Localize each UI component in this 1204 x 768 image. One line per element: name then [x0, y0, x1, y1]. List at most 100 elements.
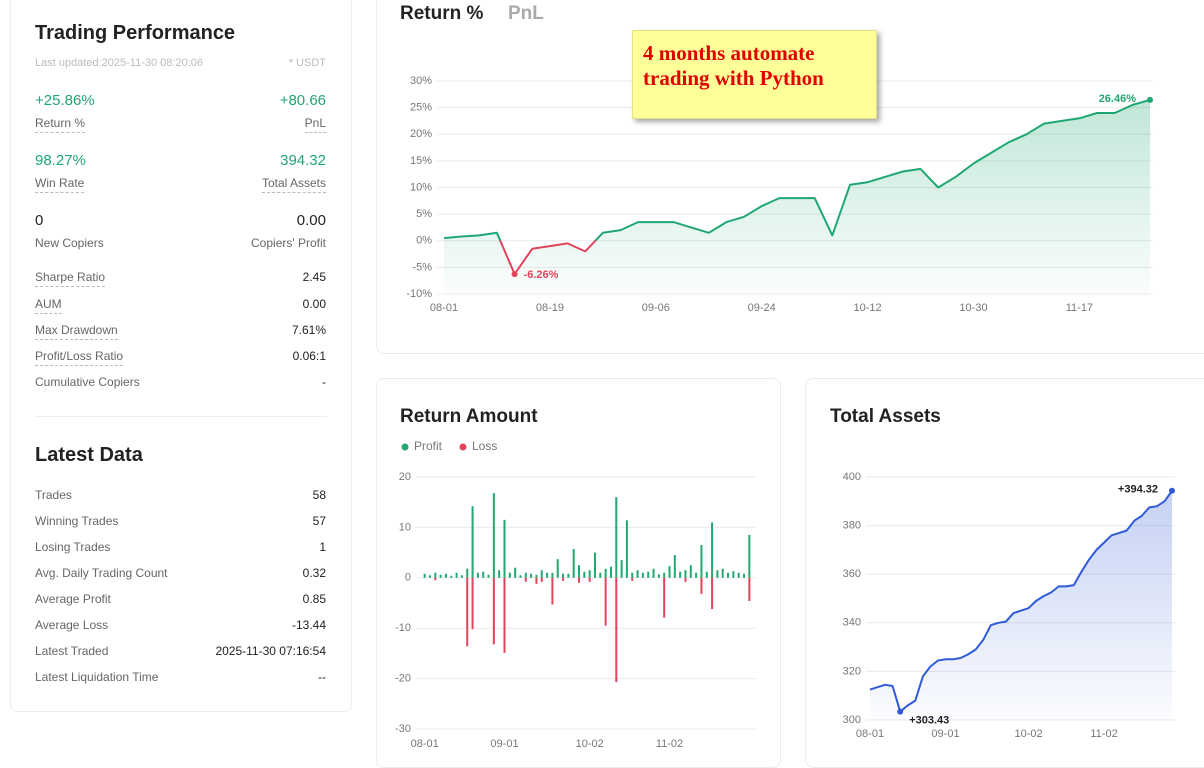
bar — [588, 577, 591, 582]
y-tick-label: 5% — [416, 208, 432, 220]
label-text: Max Drawdown — [35, 322, 118, 340]
bar — [572, 549, 575, 578]
x-tick-label: 08-01 — [856, 728, 884, 740]
point — [897, 708, 904, 715]
bar — [492, 493, 495, 578]
bar — [466, 568, 469, 578]
stat-label: Copiers' Profit — [251, 236, 326, 251]
bar — [482, 571, 485, 578]
line — [869, 490, 1173, 713]
bar — [535, 577, 538, 584]
metric-label: AUM — [35, 296, 62, 314]
bar — [625, 520, 628, 578]
performance-card — [10, 0, 352, 712]
bar — [679, 571, 682, 578]
label-text: Win Rate — [35, 176, 85, 194]
y-tick-label: 380 — [843, 520, 861, 532]
y-tick-label: 25% — [410, 102, 432, 114]
data-label: Latest Traded — [35, 644, 109, 659]
divider — [35, 416, 327, 417]
y-tick-label: 320 — [843, 665, 861, 677]
area — [444, 99, 1150, 295]
metric-label: Sharpe Ratio — [35, 270, 106, 288]
x-tick-label: 09-24 — [748, 302, 776, 314]
x-tick-label: 11-02 — [656, 738, 683, 750]
y-tick-label: -5% — [412, 261, 432, 273]
bar — [631, 572, 634, 578]
bar — [641, 572, 644, 578]
value-label: +303.43 — [909, 715, 949, 727]
currency: * USDT — [288, 56, 326, 69]
data-value: 2025-11-30 07:16:54 — [215, 644, 326, 659]
x-tick-label: 08-19 — [536, 302, 564, 314]
note-line: trading with Python — [643, 66, 824, 90]
bar — [620, 560, 623, 578]
bar — [551, 572, 554, 578]
bar — [647, 571, 650, 578]
bar — [578, 565, 581, 578]
bar — [748, 534, 751, 578]
bar — [663, 577, 666, 618]
bar — [631, 577, 634, 581]
data-value: 1 — [319, 540, 326, 555]
metric-label: Max Drawdown — [35, 322, 118, 340]
bar — [476, 572, 479, 578]
bar — [727, 572, 730, 578]
bar — [439, 574, 442, 578]
bar — [615, 497, 618, 578]
bar — [471, 506, 474, 578]
label-text: Return % — [35, 116, 86, 134]
y-tick-label: 340 — [843, 617, 861, 629]
data-value: -13.44 — [291, 618, 326, 633]
bar — [604, 568, 607, 578]
bar — [636, 570, 639, 578]
bar — [721, 568, 724, 578]
tab[interactable]: Return % — [400, 3, 484, 24]
bar — [578, 577, 581, 583]
x-tick-label: 09-06 — [642, 302, 670, 314]
data-value: 0.32 — [302, 566, 326, 581]
label-text: Sharpe Ratio — [35, 270, 106, 288]
bar — [700, 545, 703, 578]
data-label: Latest Liquidation Time — [35, 670, 159, 685]
metric-value: 2.45 — [302, 270, 326, 285]
data-value: 57 — [312, 514, 326, 529]
x-tick-label: 08-01 — [430, 302, 458, 314]
bar — [434, 572, 437, 578]
label-text: Profit/Loss Ratio — [35, 349, 124, 366]
metric-value: - — [322, 375, 326, 390]
bar — [450, 575, 453, 578]
y-tick-label: 360 — [843, 568, 861, 580]
tab[interactable]: PnL — [508, 3, 544, 24]
bar — [556, 559, 559, 578]
bar — [487, 574, 490, 578]
bar — [466, 577, 469, 647]
bar — [567, 573, 570, 578]
bar — [503, 577, 506, 653]
data-label: Losing Trades — [35, 540, 111, 555]
bar — [492, 577, 495, 645]
y-tick-label: -30 — [395, 723, 411, 735]
bar — [514, 567, 517, 578]
bar — [689, 565, 692, 578]
y-tick-label: 20% — [410, 128, 432, 140]
point — [1147, 96, 1153, 103]
bar — [737, 572, 740, 578]
bar — [673, 555, 676, 578]
y-tick-label: -10% — [406, 288, 432, 300]
value-label: 26.46% — [1099, 93, 1137, 105]
bar — [743, 573, 746, 578]
metric-label: Cumulative Copiers — [35, 375, 140, 390]
legend-label: Profit — [414, 439, 443, 453]
stat-label: New Copiers — [35, 236, 104, 251]
data-value: -- — [318, 670, 326, 685]
area — [870, 490, 1172, 720]
stat-label: Win Rate — [35, 176, 85, 194]
y-tick-label: 400 — [843, 471, 861, 483]
y-tick-label: 300 — [843, 714, 861, 726]
bar — [471, 577, 474, 630]
y-tick-label: 15% — [410, 155, 432, 167]
bar — [562, 573, 565, 578]
bar — [663, 572, 666, 578]
